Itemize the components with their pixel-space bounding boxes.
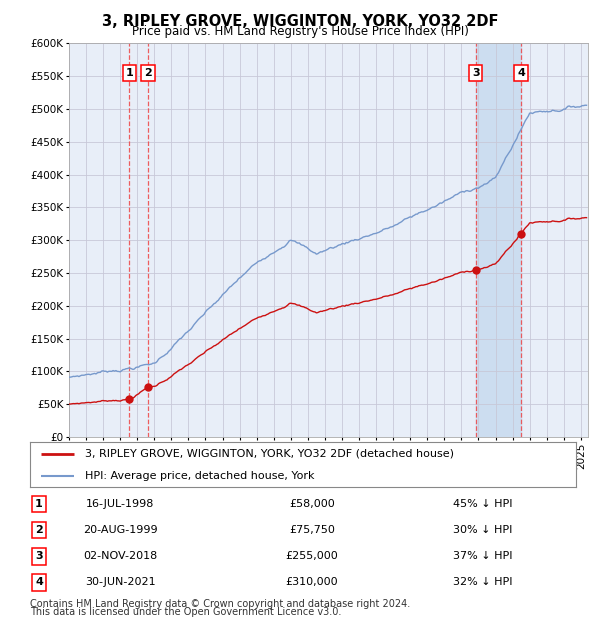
Text: 20-AUG-1999: 20-AUG-1999 (83, 525, 157, 535)
Text: Price paid vs. HM Land Registry's House Price Index (HPI): Price paid vs. HM Land Registry's House … (131, 25, 469, 38)
Text: £58,000: £58,000 (289, 499, 335, 509)
Text: 32% ↓ HPI: 32% ↓ HPI (453, 577, 512, 587)
Text: This data is licensed under the Open Government Licence v3.0.: This data is licensed under the Open Gov… (30, 607, 341, 617)
Text: 16-JUL-1998: 16-JUL-1998 (86, 499, 154, 509)
Text: 02-NOV-2018: 02-NOV-2018 (83, 551, 157, 561)
Text: 3: 3 (35, 551, 43, 561)
Text: 37% ↓ HPI: 37% ↓ HPI (453, 551, 512, 561)
Text: 2: 2 (35, 525, 43, 535)
Text: Contains HM Land Registry data © Crown copyright and database right 2024.: Contains HM Land Registry data © Crown c… (30, 599, 410, 609)
Text: 30-JUN-2021: 30-JUN-2021 (85, 577, 155, 587)
Text: £310,000: £310,000 (286, 577, 338, 587)
Text: 4: 4 (517, 68, 525, 78)
Text: 1: 1 (125, 68, 133, 78)
Text: 1: 1 (35, 499, 43, 509)
Bar (476, 43, 521, 437)
Text: 30% ↓ HPI: 30% ↓ HPI (453, 525, 512, 535)
Text: £255,000: £255,000 (286, 551, 338, 561)
Text: 45% ↓ HPI: 45% ↓ HPI (453, 499, 512, 509)
Text: 3, RIPLEY GROVE, WIGGINTON, YORK, YO32 2DF: 3, RIPLEY GROVE, WIGGINTON, YORK, YO32 2… (102, 14, 498, 29)
Text: 2: 2 (144, 68, 152, 78)
Text: 3: 3 (472, 68, 479, 78)
Text: 4: 4 (35, 577, 43, 587)
Text: 3, RIPLEY GROVE, WIGGINTON, YORK, YO32 2DF (detached house): 3, RIPLEY GROVE, WIGGINTON, YORK, YO32 2… (85, 449, 454, 459)
Text: HPI: Average price, detached house, York: HPI: Average price, detached house, York (85, 471, 314, 481)
Text: £75,750: £75,750 (289, 525, 335, 535)
